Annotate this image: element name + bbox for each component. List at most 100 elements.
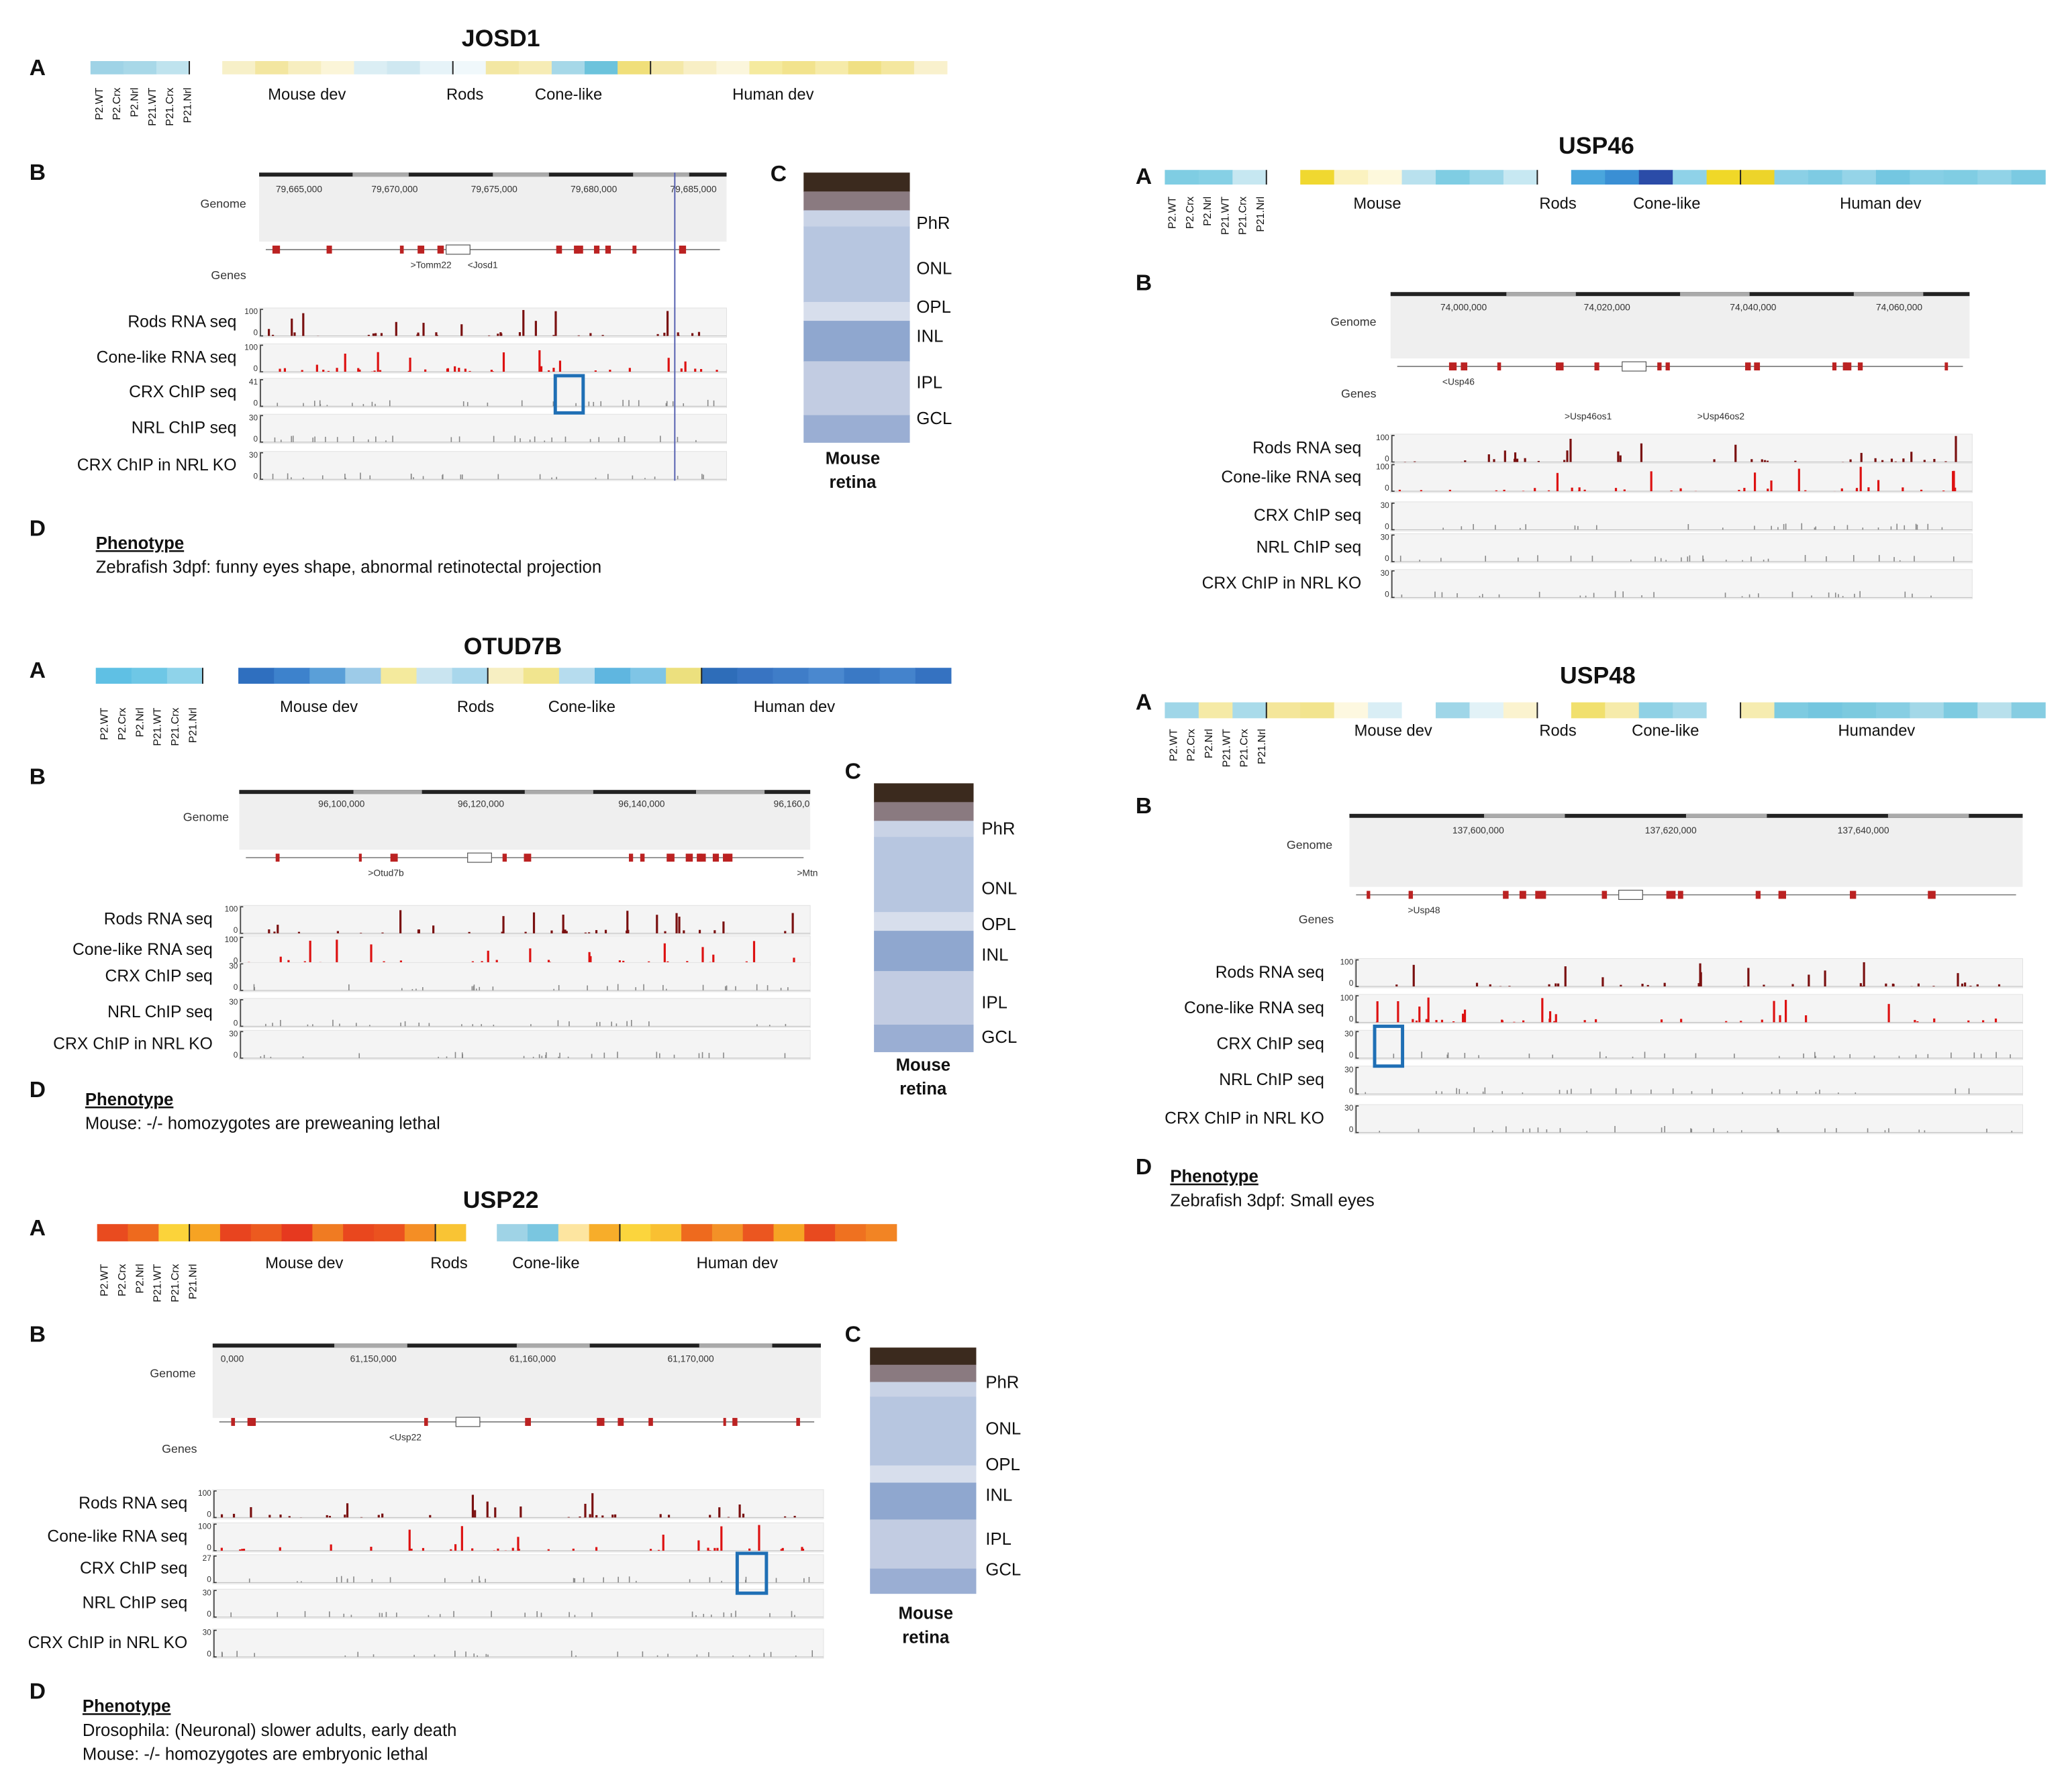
exon bbox=[1448, 362, 1457, 371]
track-label: CRX ChIP in NRL KO bbox=[28, 1634, 188, 1652]
signal-peak bbox=[350, 1615, 352, 1617]
signal-peak bbox=[556, 476, 557, 480]
heatmap-cell bbox=[1266, 702, 1301, 719]
signal-peak bbox=[358, 1053, 360, 1058]
signal-peak bbox=[649, 1549, 652, 1551]
retina-layer-label: GCL bbox=[981, 1028, 1017, 1047]
signal-peak bbox=[304, 1610, 306, 1617]
signal-peak bbox=[801, 1548, 805, 1551]
sample-label: P2.Crx bbox=[111, 87, 123, 119]
signal-peak bbox=[1777, 527, 1779, 530]
signal-peak bbox=[589, 333, 592, 336]
sample-label: P21.WT bbox=[152, 707, 164, 746]
signal-peak bbox=[1522, 1129, 1524, 1133]
signal-peak bbox=[1964, 982, 1967, 987]
track-scale-max: 100 bbox=[244, 343, 258, 352]
signal-peak bbox=[279, 368, 281, 372]
signal-peak bbox=[794, 1615, 795, 1617]
genes-label: Genes bbox=[211, 268, 246, 282]
signal-peak bbox=[588, 952, 591, 964]
track-bracket bbox=[260, 415, 264, 443]
utr bbox=[1622, 361, 1647, 372]
signal-peak bbox=[697, 331, 701, 336]
signal-peak bbox=[689, 1579, 691, 1583]
retina-layer-label: PhR bbox=[985, 1373, 1019, 1392]
signal-peak bbox=[707, 399, 709, 407]
track-scale-min: 0 bbox=[253, 434, 258, 444]
retina-layer-band bbox=[874, 821, 974, 838]
signal-peak bbox=[277, 925, 279, 933]
signal-peak bbox=[1722, 527, 1724, 530]
track-label: NRL ChIP seq bbox=[132, 419, 237, 438]
signal-peak bbox=[485, 1653, 487, 1657]
signal-peak bbox=[302, 1056, 304, 1058]
signal-peak bbox=[1779, 1089, 1781, 1094]
signal-peak bbox=[1537, 460, 1540, 462]
retina-layer-label: ONL bbox=[981, 879, 1017, 898]
signal-peak bbox=[695, 440, 697, 442]
signal-peak bbox=[270, 1056, 272, 1058]
signal-peak bbox=[1804, 555, 1806, 562]
phenotype-heading: Phenotype bbox=[83, 1697, 170, 1716]
signal-peak bbox=[547, 1549, 550, 1551]
genome-ruler-gap bbox=[699, 1343, 773, 1348]
signal-peak bbox=[520, 438, 521, 442]
signal-peak bbox=[460, 474, 462, 480]
signal-peak bbox=[1863, 962, 1865, 987]
track-scale-min: 0 bbox=[207, 1649, 211, 1658]
signal-peak bbox=[279, 1547, 281, 1551]
signal-peak bbox=[462, 401, 464, 407]
sample-label: P21.Nrl bbox=[187, 708, 199, 744]
track-bracket bbox=[213, 1555, 217, 1584]
track-label: Cone-like RNA seq bbox=[72, 941, 213, 959]
signal-peak bbox=[678, 917, 681, 933]
group-label: Human dev bbox=[697, 1255, 779, 1272]
exon bbox=[1755, 890, 1761, 899]
signal-peak bbox=[756, 984, 758, 990]
signal-peak bbox=[396, 1613, 397, 1617]
signal-peak bbox=[1954, 487, 1957, 492]
signal-peak bbox=[307, 1024, 309, 1027]
sample-label: P21.Nrl bbox=[182, 88, 193, 123]
genome-ruler-gap bbox=[353, 790, 422, 795]
signal-peak bbox=[1967, 1020, 1970, 1023]
signal-peak bbox=[718, 1507, 721, 1518]
genome-box bbox=[1390, 292, 1970, 359]
signal-peak bbox=[684, 361, 687, 372]
signal-peak bbox=[595, 1547, 598, 1551]
heatmap-cell bbox=[620, 1224, 651, 1241]
genome-coordinate: 79,685,000 bbox=[670, 184, 717, 195]
track-label: CRX ChIP in NRL KO bbox=[1202, 574, 1362, 593]
heatmap-cell bbox=[1943, 702, 1978, 719]
signal-peak bbox=[1641, 595, 1642, 598]
signal-peak bbox=[547, 960, 550, 964]
heatmap-cell bbox=[95, 668, 132, 684]
highlight-box bbox=[553, 374, 585, 415]
retina-layer-band bbox=[803, 361, 910, 416]
signal-peak bbox=[1888, 1128, 1889, 1133]
track-scale-min: 0 bbox=[234, 925, 238, 935]
signal-peak bbox=[1885, 983, 1887, 987]
signal-peak bbox=[314, 436, 315, 442]
track-bracket bbox=[260, 379, 264, 407]
track-label: Rods RNA seq bbox=[79, 1494, 187, 1513]
signal-peak bbox=[1646, 984, 1649, 987]
signal-peak bbox=[1473, 1127, 1475, 1133]
signal-peak bbox=[1379, 1131, 1381, 1133]
exon bbox=[399, 246, 404, 254]
signal-peak bbox=[1420, 490, 1422, 492]
signal-peak bbox=[683, 930, 685, 933]
genome-coordinate: 96,120,000 bbox=[458, 799, 505, 809]
signal-peak bbox=[486, 1501, 489, 1518]
heatmap-cell bbox=[1910, 170, 1944, 185]
signal-peak bbox=[2011, 1131, 2013, 1133]
heatmap-cell bbox=[1334, 170, 1369, 185]
signal-peak bbox=[344, 1655, 346, 1657]
signal-peak bbox=[511, 1547, 514, 1551]
heatmap-cell bbox=[452, 61, 487, 74]
signal-peak bbox=[352, 436, 354, 442]
signal-peak bbox=[1933, 1018, 1936, 1023]
signal-peak bbox=[1910, 452, 1913, 462]
heatmap-cell bbox=[1469, 170, 1504, 185]
exon bbox=[1944, 362, 1948, 371]
